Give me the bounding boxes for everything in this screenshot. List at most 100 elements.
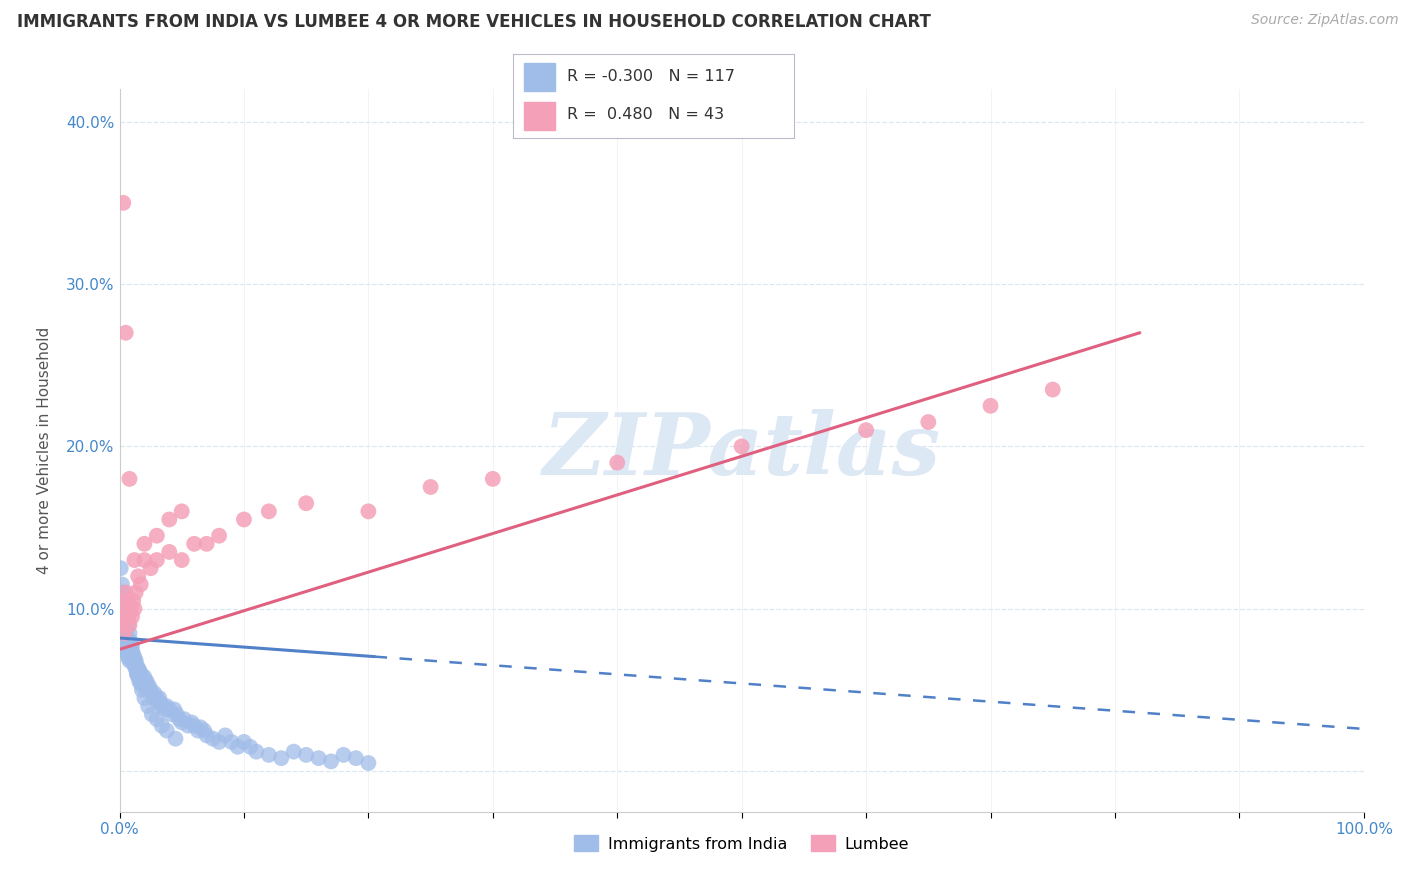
Point [136, 699, 159, 714]
Point [138, 680, 160, 694]
Point [233, 512, 256, 526]
Point [120, 601, 142, 615]
Point [114, 601, 136, 615]
Point [120, 642, 142, 657]
Point [146, 691, 169, 706]
Point [131, 678, 153, 692]
Point [111, 621, 134, 635]
Point [117, 634, 139, 648]
Point [115, 593, 138, 607]
Point [114, 593, 136, 607]
Point [201, 731, 224, 746]
Point [117, 610, 139, 624]
Point [121, 610, 143, 624]
Point [146, 694, 169, 708]
Point [167, 712, 190, 726]
Point [295, 496, 318, 510]
Point [114, 626, 136, 640]
Point [183, 537, 205, 551]
Point [114, 634, 136, 648]
Point [117, 618, 139, 632]
Point [124, 650, 146, 665]
Point [131, 682, 153, 697]
Point [139, 561, 162, 575]
Point [163, 702, 186, 716]
Bar [524, 62, 555, 91]
Point [195, 537, 218, 551]
Point [125, 666, 148, 681]
Point [129, 577, 152, 591]
Point [134, 537, 156, 551]
Point [122, 647, 145, 661]
Point [112, 634, 135, 648]
Point [118, 626, 141, 640]
Point [141, 686, 163, 700]
Point [295, 747, 318, 762]
Point [195, 728, 218, 742]
Point [419, 480, 441, 494]
Point [606, 456, 628, 470]
Point [118, 472, 141, 486]
Point [177, 719, 200, 733]
Point [150, 719, 173, 733]
Point [124, 553, 146, 567]
Point [125, 658, 148, 673]
Point [221, 735, 243, 749]
Point [127, 569, 149, 583]
Point [142, 691, 165, 706]
Y-axis label: 4 or more Vehicles in Household: 4 or more Vehicles in Household [38, 326, 52, 574]
Point [146, 712, 169, 726]
Point [308, 751, 330, 765]
Point [125, 666, 148, 681]
Point [357, 504, 380, 518]
Point [157, 512, 180, 526]
Point [143, 686, 166, 700]
Point [283, 745, 305, 759]
Point [114, 326, 136, 340]
Point [208, 529, 231, 543]
Point [155, 702, 177, 716]
Point [157, 702, 180, 716]
Point [117, 650, 139, 665]
Point [214, 728, 236, 742]
Point [124, 654, 146, 668]
Point [134, 691, 156, 706]
Point [111, 577, 134, 591]
Point [481, 472, 503, 486]
Point [111, 601, 134, 615]
Point [193, 723, 215, 738]
Point [114, 642, 136, 657]
Point [110, 618, 132, 632]
Point [245, 745, 267, 759]
Point [173, 712, 195, 726]
Point [319, 755, 342, 769]
Point [115, 638, 138, 652]
Point [160, 707, 183, 722]
Point [121, 647, 143, 661]
Point [125, 654, 148, 668]
Text: ZIPatlas: ZIPatlas [543, 409, 941, 492]
Point [110, 634, 132, 648]
Point [124, 601, 146, 615]
Point [121, 638, 143, 652]
Point [120, 650, 142, 665]
Point [124, 658, 146, 673]
Point [148, 691, 170, 706]
Point [112, 195, 135, 210]
Point [165, 731, 187, 746]
Point [170, 553, 193, 567]
Point [128, 672, 150, 686]
Point [152, 699, 174, 714]
Point [121, 642, 143, 657]
Point [233, 735, 256, 749]
Point [257, 504, 280, 518]
Point [190, 720, 212, 734]
Point [131, 670, 153, 684]
Point [110, 626, 132, 640]
Point [141, 707, 163, 722]
Point [118, 647, 141, 661]
Point [139, 682, 162, 697]
Point [115, 610, 138, 624]
Point [118, 638, 141, 652]
Point [114, 626, 136, 640]
